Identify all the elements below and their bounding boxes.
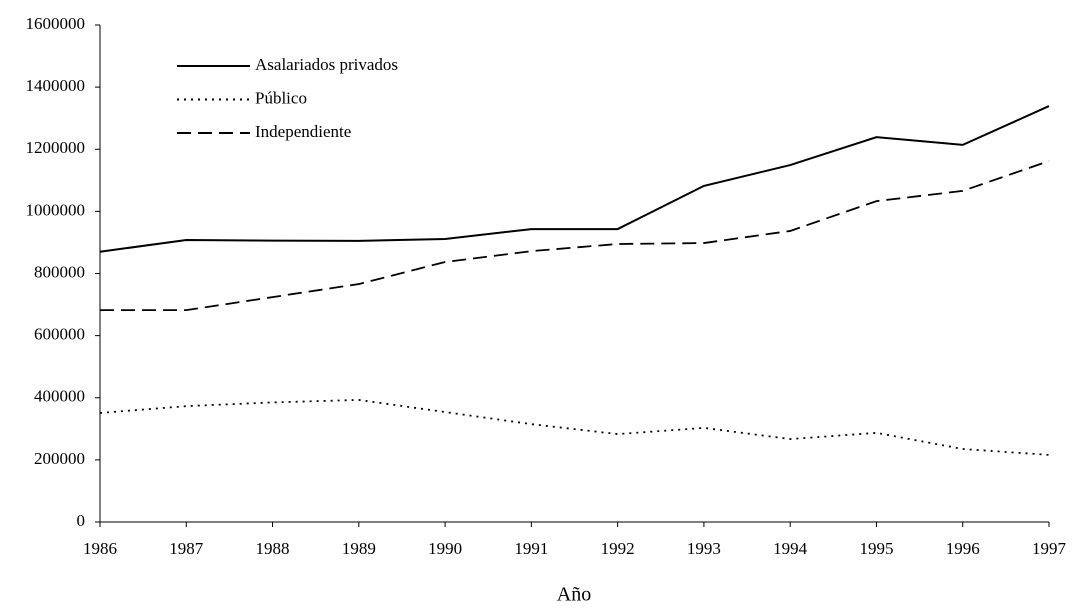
x-tick-label: 1991	[514, 539, 548, 558]
y-tick-label: 200000	[34, 449, 85, 468]
series-line	[100, 160, 1050, 312]
y-tick-label: 1600000	[26, 14, 86, 33]
legend-label: Independiente	[255, 122, 351, 141]
x-tick-label: 1987	[169, 539, 204, 558]
x-tick-label: 1992	[601, 539, 635, 558]
y-tick-label: 800000	[34, 262, 85, 281]
y-tick-label: 1400000	[26, 76, 86, 95]
y-tick-label: 0	[77, 511, 86, 530]
series-line	[99, 399, 1050, 456]
series-line	[99, 105, 1050, 253]
y-tick-label: 400000	[34, 387, 85, 406]
x-tick-label: 1988	[256, 539, 290, 558]
legend-label: Asalariados privados	[255, 55, 398, 74]
x-tick-label: 1990	[428, 539, 462, 558]
y-tick-label: 1200000	[26, 138, 86, 157]
y-tick-label: 1000000	[26, 200, 86, 219]
y-tick-label: 600000	[34, 325, 85, 344]
x-tick-label: 1994	[773, 539, 808, 558]
x-axis-title: Año	[557, 584, 591, 606]
x-tick-label: 1995	[859, 539, 893, 558]
x-tick-label: 1986	[83, 539, 117, 558]
x-tick-label: 1997	[1032, 539, 1067, 558]
legend-label: Público	[255, 88, 307, 107]
x-tick-label: 1993	[687, 539, 721, 558]
x-tick-label: 1989	[342, 539, 376, 558]
x-tick-label: 1996	[946, 539, 980, 558]
